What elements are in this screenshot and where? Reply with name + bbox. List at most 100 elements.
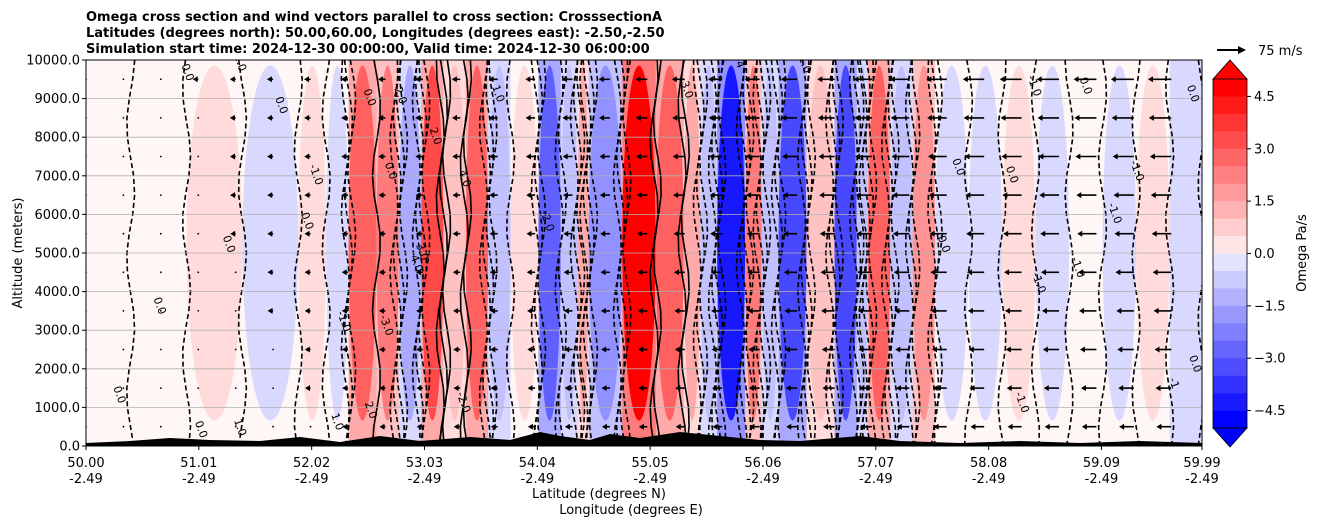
wind-vector-head [229,76,235,83]
x-tick-label-longitude: -2.49 [1185,472,1219,487]
wind-vector [234,271,237,274]
wind-vector-head [710,230,716,237]
colorbar-extend-max [1212,59,1248,80]
wind-vector-head [341,153,347,160]
omega-core [683,65,701,421]
y-tick-label: 7000.0 [35,169,81,184]
wind-vector-head [1080,385,1086,392]
colorbar-band [1213,218,1247,237]
x-tick-label-longitude: -2.49 [520,472,554,487]
wind-vector-head [932,385,938,392]
y-tick-label: 8000.0 [35,131,81,146]
wind-vector-head [229,153,235,160]
wind-vector-head [452,114,458,121]
wind-vector-head [928,192,934,199]
wind-vector [197,271,200,274]
wind-vector-head [893,269,899,276]
wind-vector-head [489,230,495,237]
wind-vector-head [929,230,935,237]
wind-vector-head [1077,230,1083,237]
wind-vector-head [638,346,644,353]
wind-vector-head [817,114,823,121]
wind-vector-head [1153,307,1159,314]
wind-vector-head [638,423,644,430]
wind-vector-head [818,153,824,160]
wind-vector-head [894,307,900,314]
wind-vector-head [1043,385,1049,392]
wind-vector-head [1079,307,1085,314]
wind-vector-head [999,76,1005,83]
omega-core [86,65,131,421]
wind-vector-head [674,307,680,314]
wind-vector-head [527,385,533,392]
wind-vector-head [858,346,864,353]
wind-vector [159,271,162,274]
wind-vector-head [675,385,681,392]
wind-vector [122,78,125,81]
wind-vector-head [600,269,606,276]
wind-vector-head [855,153,861,160]
colorbar-band [1213,96,1247,115]
colorbar-band [1213,375,1247,394]
wind-vector-head [781,114,787,121]
wind-vector-head [1078,269,1084,276]
colorbar-extend-min [1212,427,1248,448]
wind-vector-head [637,307,643,314]
wind-vector [197,387,200,389]
contour-label: 3.0 [413,241,431,262]
x-tick-label-latitude: 54.04 [519,456,556,471]
omega-core [130,65,187,421]
wind-vector-head [895,346,901,353]
wind-vector-head [783,269,789,276]
wind-vector-head [599,153,605,160]
colorbar-tick-label: 1.5 [1254,195,1275,210]
wind-vector [122,232,125,235]
wind-vector-head [859,423,865,430]
wind-vector-head [821,307,827,314]
wind-vector-head [1040,230,1046,237]
omega-core [588,65,623,421]
wind-vector-head [564,423,570,430]
colorbar-band [1213,79,1247,97]
wind-vector-head [711,346,717,353]
wind-vector-head [671,76,677,83]
contour-label: 0.0 [110,384,128,405]
wind-vector-head [452,192,458,199]
wind-vector-head [672,153,678,160]
wind-vector-head [962,76,968,83]
wind-vector-head [782,153,788,160]
wind-vector-head [601,385,607,392]
wind-vector-head [525,76,531,83]
wind-vector [159,425,162,428]
wind-vector-head [267,114,273,121]
contour-labels: 0.0 1.00.0-1.00.00.00.0 -2.00.02.04.03.04.… [110,60,1202,440]
x-tick-label-longitude: -2.49 [633,472,667,487]
wind-vector-head [1004,307,1010,314]
wind-vector-head [1041,307,1047,314]
wind-vector-head [1119,423,1125,430]
wind-vector [159,117,162,119]
contour-label: 2.0 [362,400,380,421]
wind-vector-head [1148,114,1154,121]
x-tick-label-latitude: 57.07 [857,456,894,471]
wind-vector-head [710,269,716,276]
wind-vector-head [600,230,606,237]
wind-vector [159,155,162,158]
wind-vector-head [967,269,973,276]
colorbar-bands [1213,79,1247,429]
wind-vector-head [1001,153,1007,160]
wind-vector-head [490,423,496,430]
wind-vector-head [673,230,679,237]
wind-vector-head [526,192,532,199]
wind-vector-head [890,114,896,121]
wind-vector [122,425,125,428]
wind-vector [122,348,125,351]
wind-vector-head [415,114,421,121]
wind-vector-head [379,307,385,314]
wind-vector-head [378,153,384,160]
contour-label: 0.0 [1077,75,1095,96]
omega-core [298,65,327,421]
wind-vector-head [712,385,718,392]
wind-vector-head [230,230,236,237]
terrain-silhouette [86,432,1202,446]
